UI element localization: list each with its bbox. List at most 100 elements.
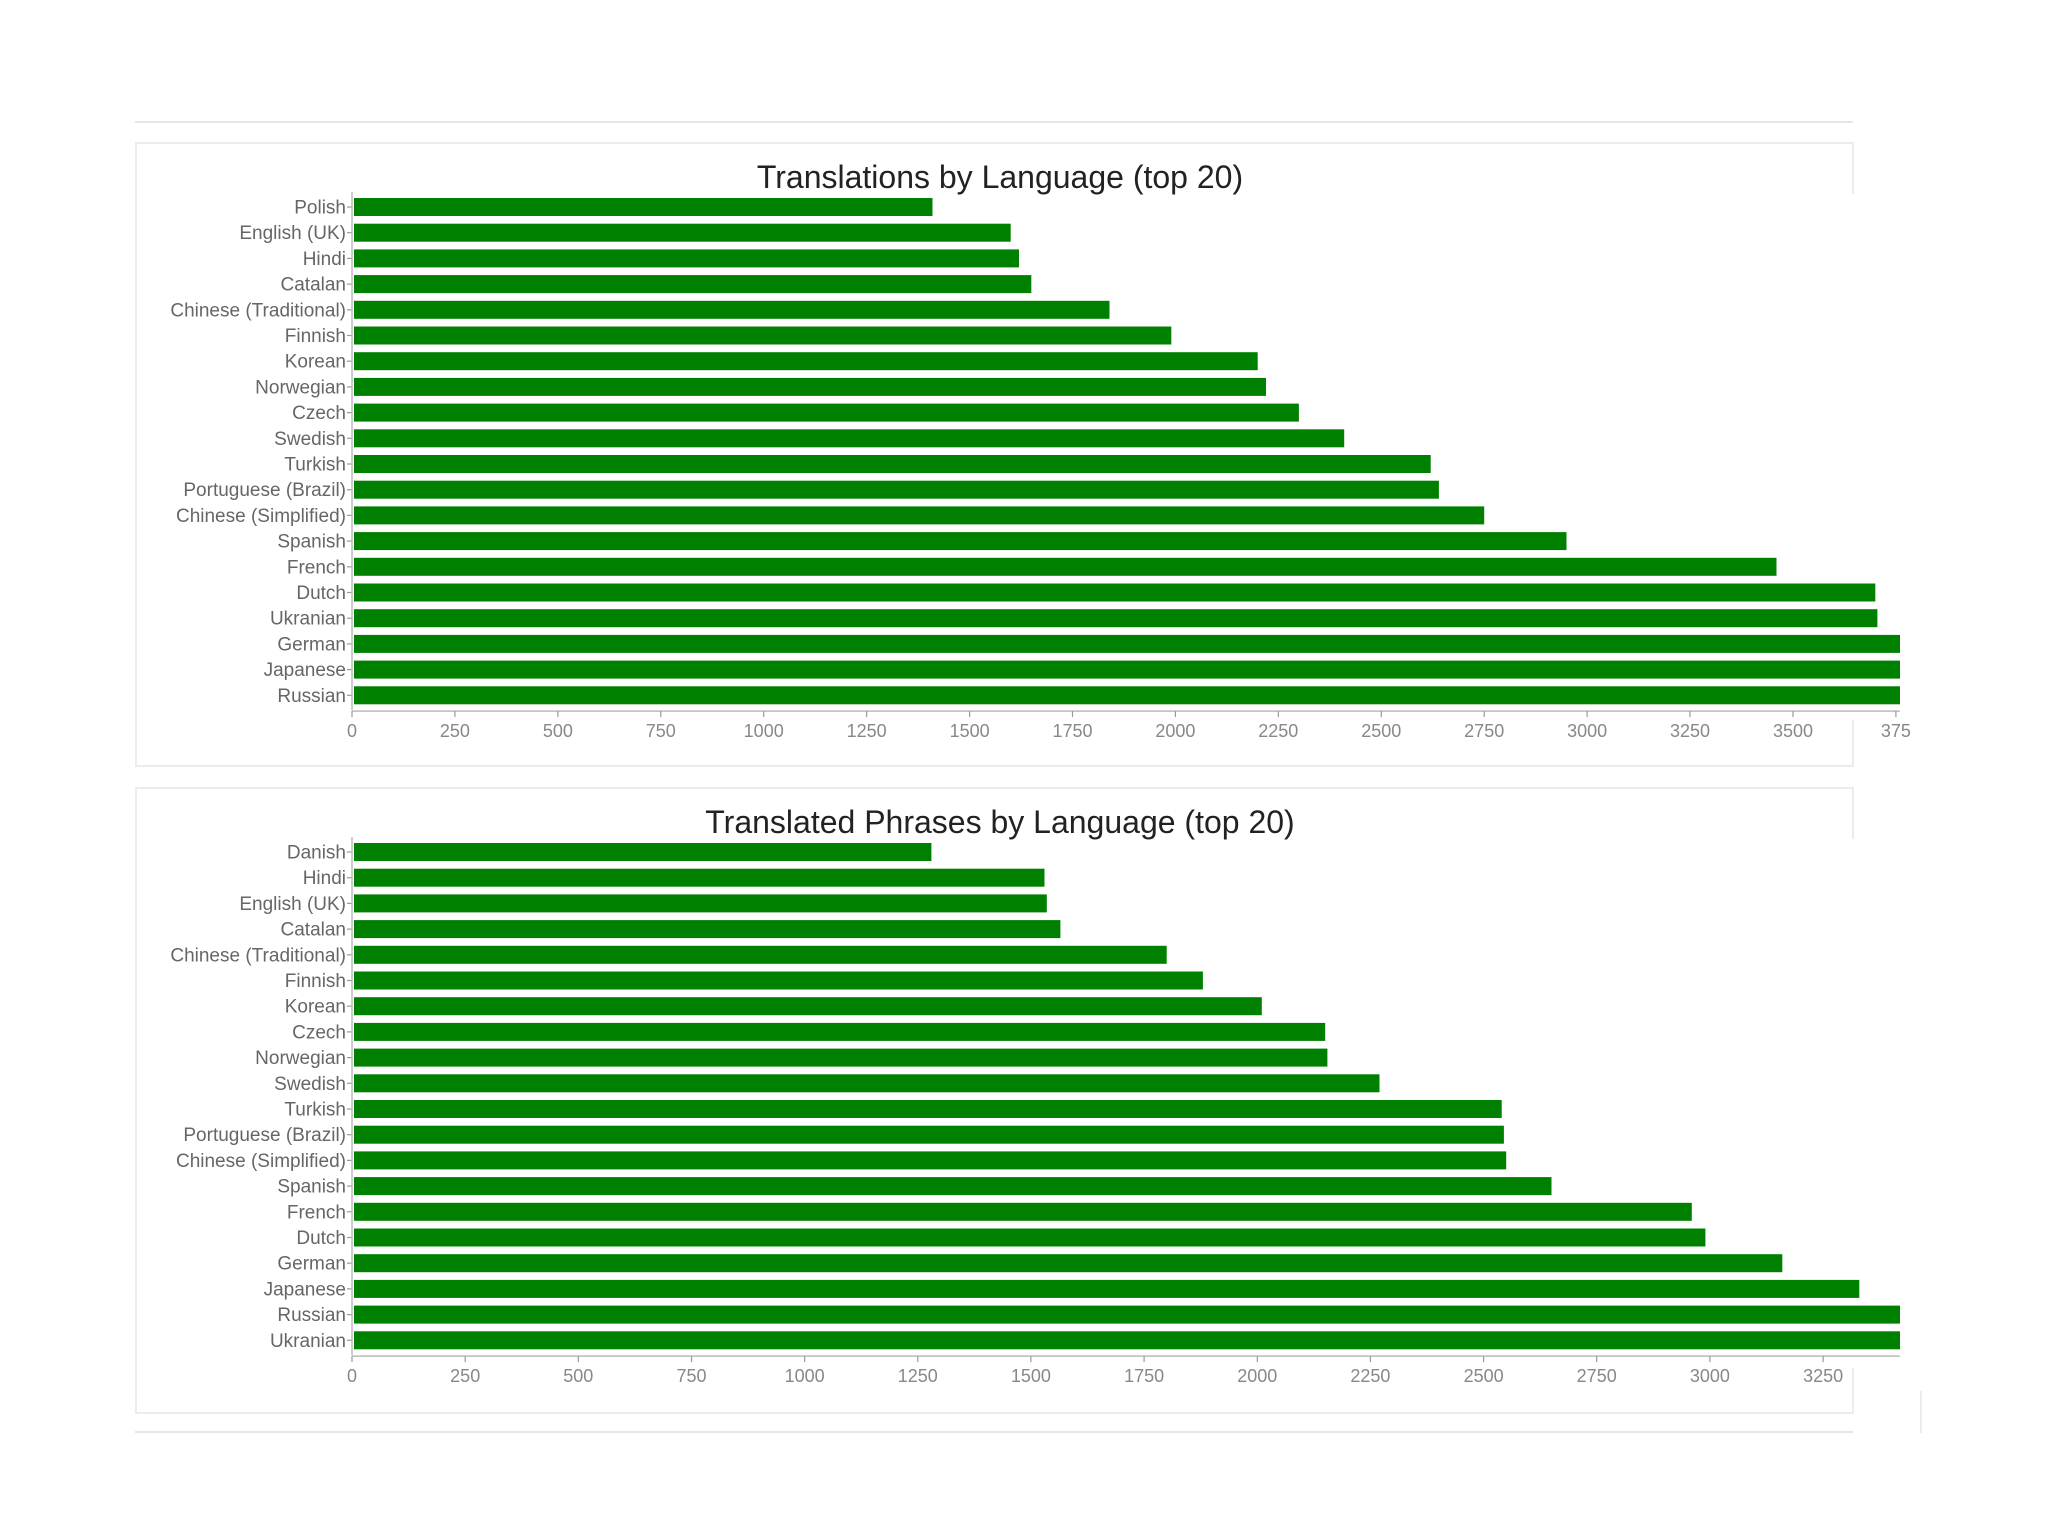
category-labels: Danish Hindi English (UK) Catalan Chinese (T…	[170, 843, 352, 1352]
bar	[354, 1177, 1552, 1196]
category-labels: Polish English (UK) Hindi Catalan Chinese (T…	[170, 198, 352, 707]
bar	[354, 868, 1045, 887]
category-label: Japanese	[264, 660, 346, 681]
bar	[354, 1100, 1502, 1118]
category-label: Finnish	[285, 971, 346, 992]
x-axis: 0 250 500 750 1000 1250 1500 1750 2000 2250 2500 27…	[347, 192, 1911, 741]
category-label: Spanish	[277, 532, 346, 553]
bar	[354, 583, 1876, 602]
category-label: English (UK)	[239, 894, 346, 915]
x-axis: 0 250 500 750 1000 1250 1500 1750 2000 2250 2500 27…	[347, 837, 1900, 1386]
bar	[354, 1022, 1326, 1041]
bar	[354, 997, 1262, 1016]
bar	[354, 326, 1172, 345]
panel-edge	[1852, 1368, 1854, 1414]
x-tick-label: 3500	[1773, 721, 1813, 741]
x-tick-label: 3250	[1670, 721, 1710, 741]
category-label: Chinese (Traditional)	[170, 300, 346, 321]
x-tick-label: 1000	[744, 721, 784, 741]
x-tick-label: 2750	[1577, 1366, 1617, 1386]
category-label: English (UK)	[239, 223, 346, 244]
category-label: Turkish	[284, 1100, 346, 1121]
bar	[354, 945, 1167, 964]
x-tick-label: 3250	[1803, 1366, 1843, 1386]
category-label: Catalan	[281, 920, 347, 941]
bar	[354, 480, 1439, 499]
bar	[354, 1254, 1783, 1273]
translations-bar-chart: Translations by Language (top 20) Polish…	[170, 159, 1911, 741]
category-label: Danish	[287, 843, 346, 864]
category-label: Catalan	[281, 275, 347, 296]
category-label: French	[287, 1202, 346, 1223]
x-tick-label: 1500	[1011, 1366, 1051, 1386]
chart-panel-translated-phrases	[135, 787, 1853, 1414]
x-tick-label: 1250	[898, 1366, 938, 1386]
category-label: Dutch	[296, 1228, 346, 1249]
category-label: Ukranian	[270, 1331, 346, 1352]
x-tick-label: 1500	[950, 721, 990, 741]
bar	[354, 660, 1900, 679]
category-label: Japanese	[264, 1279, 346, 1300]
category-label: French	[287, 557, 346, 578]
panel-edge	[1852, 720, 1854, 767]
category-label: Finnish	[285, 326, 346, 347]
category-label: Korean	[285, 997, 346, 1018]
bar	[354, 506, 1485, 525]
x-tick-label: 750	[676, 1366, 706, 1386]
bar	[354, 455, 1431, 473]
category-label: Swedish	[274, 429, 346, 450]
translated-phrases-bar-chart: Translated Phrases by Language (top 20) …	[170, 804, 1900, 1386]
x-tick-label: 3000	[1567, 721, 1607, 741]
x-tick-label: 1750	[1124, 1366, 1164, 1386]
category-label: Chinese (Traditional)	[170, 945, 346, 966]
bar	[354, 198, 933, 216]
bar	[354, 1305, 1900, 1324]
chart-panel-translations	[135, 142, 1853, 767]
x-tick-label: 1000	[785, 1366, 825, 1386]
category-label: Spanish	[277, 1177, 346, 1198]
panel-edge	[1852, 787, 1854, 839]
x-tick-label: 250	[450, 1366, 480, 1386]
bar	[354, 1048, 1328, 1067]
x-tick-label: 750	[646, 721, 676, 741]
x-tick-label: 0	[347, 721, 357, 741]
bar	[354, 843, 932, 861]
x-tick-label: 500	[543, 721, 573, 741]
bar	[354, 1074, 1380, 1093]
bar	[354, 403, 1299, 422]
bar	[354, 532, 1567, 551]
category-label: Hindi	[303, 249, 346, 270]
chart-title: Translated Phrases by Language (top 20)	[705, 804, 1294, 840]
edge-mark	[1920, 1391, 1922, 1433]
bar	[354, 352, 1258, 371]
x-tick-label: 2500	[1464, 1366, 1504, 1386]
bar	[354, 249, 1019, 268]
bar	[354, 920, 1061, 939]
bar	[354, 275, 1032, 294]
category-label: German	[277, 634, 346, 655]
category-label: Russian	[277, 686, 346, 707]
x-tick-label: 2750	[1464, 721, 1504, 741]
bar	[354, 377, 1266, 396]
bar	[354, 429, 1345, 448]
bar	[354, 1228, 1706, 1247]
bar	[354, 223, 1011, 242]
x-tick-label: 1250	[847, 721, 887, 741]
chart-title: Translations by Language (top 20)	[757, 159, 1243, 195]
category-label: Swedish	[274, 1074, 346, 1095]
category-label: Turkish	[284, 455, 346, 476]
x-tick-label: 3000	[1690, 1366, 1730, 1386]
x-tick-label: 0	[347, 1366, 357, 1386]
x-tick-label: 2000	[1155, 721, 1195, 741]
category-label: Hindi	[303, 868, 346, 889]
category-label: Czech	[292, 1022, 346, 1043]
bar	[354, 300, 1110, 319]
panel-edge	[1852, 142, 1854, 194]
bar	[354, 971, 1203, 990]
x-tick-label: 2000	[1237, 1366, 1277, 1386]
bar-group	[354, 198, 1900, 705]
category-label: Ukranian	[270, 609, 346, 630]
category-label: Korean	[285, 352, 346, 373]
bar	[354, 1279, 1860, 1298]
category-label: Dutch	[296, 583, 346, 604]
